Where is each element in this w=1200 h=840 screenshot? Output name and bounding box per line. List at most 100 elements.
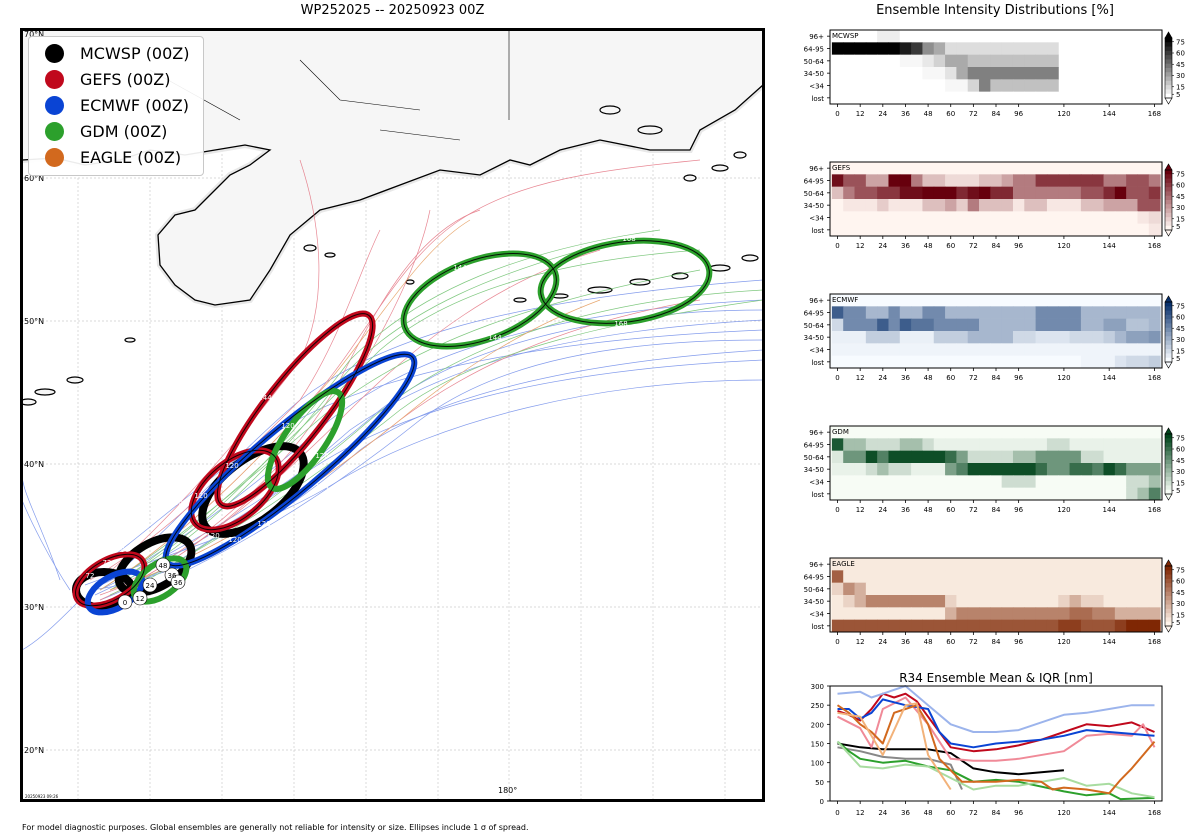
- heatmap-cell: [1126, 186, 1138, 200]
- heatmap-cell: [1046, 595, 1059, 608]
- row-label: <34: [809, 611, 824, 619]
- r34-series-line-3: [837, 696, 1156, 762]
- heatmap-cell: [1080, 162, 1093, 175]
- heatmap-cell: [956, 331, 969, 344]
- x-tick-label: 96: [1014, 242, 1023, 250]
- heatmap-cell: [1092, 318, 1105, 332]
- heatmap-cell: [865, 450, 878, 464]
- heatmap-cell: [911, 570, 923, 583]
- heatmap-cell: [967, 42, 980, 55]
- colorbar-segment: [1165, 59, 1172, 65]
- heatmap-cell: [1035, 487, 1048, 501]
- x-tick-label: 60: [946, 374, 955, 382]
- heatmap-cell: [899, 355, 912, 369]
- heatmap-cell: [911, 54, 923, 68]
- heatmap-cell: [1069, 619, 1082, 633]
- lat-label-60: 60°N: [24, 174, 44, 183]
- legend-label-eagle: EAGLE (00Z): [80, 147, 182, 167]
- heatmap-cell: [865, 174, 878, 187]
- heatmap-cell: [1137, 331, 1150, 344]
- heatmap-cell: [922, 607, 935, 620]
- heatmap-cell: [1001, 199, 1014, 212]
- heatmap-cell: [899, 91, 912, 105]
- heatmap-cell: [945, 211, 957, 224]
- heatmap-cell: [979, 211, 991, 224]
- heatmap-cell: [843, 343, 856, 356]
- heatmap-cell: [877, 54, 889, 68]
- heatmap-cell: [1012, 331, 1025, 344]
- colorbar-segment: [1165, 319, 1172, 324]
- r34-x-tick-label: 0: [835, 809, 839, 817]
- heatmap-cell: [865, 42, 878, 55]
- heatmap-cell: [1126, 570, 1138, 583]
- heatmap-cell: [933, 426, 946, 439]
- heatmap-cell: [922, 426, 935, 439]
- heatmap-cell: [1035, 582, 1048, 596]
- heatmap-cell: [933, 186, 946, 200]
- heatmap-cell: [990, 558, 1003, 571]
- heatmap-cell: [854, 582, 867, 596]
- heatmap-cell: [945, 186, 957, 200]
- heatmap-cell: [1058, 475, 1071, 488]
- colorbar-segment: [1165, 178, 1172, 184]
- heatmap-cell: [1069, 343, 1082, 356]
- x-tick-label: 168: [1148, 242, 1161, 250]
- heatmap-cell: [1137, 607, 1150, 620]
- x-tick-label: 12: [856, 374, 865, 382]
- heatmap-cell: [1126, 438, 1138, 451]
- colorbar-segment: [1165, 574, 1172, 580]
- heatmap-cell: [865, 426, 878, 439]
- heatmap-cell: [831, 199, 844, 212]
- heatmap-cell: [922, 595, 935, 608]
- colorbar-tick-label: 60: [1176, 50, 1185, 58]
- heatmap-cell: [1024, 426, 1037, 439]
- colorbar-segment: [1165, 344, 1172, 350]
- heatmap-cell: [854, 450, 867, 464]
- heatmap-cell: [1137, 355, 1150, 369]
- heatmap-cell: [888, 426, 901, 439]
- heatmap-cell: [1001, 355, 1014, 369]
- heatmap-cell: [967, 79, 980, 92]
- heatmap-cell: [967, 318, 980, 332]
- row-label: 96+: [809, 165, 824, 173]
- heatmap-cell: [865, 199, 878, 212]
- heatmap-cell: [831, 54, 844, 68]
- heatmap-cell: [979, 570, 991, 583]
- heatmap-cell: [854, 595, 867, 608]
- heatmap-cell: [1001, 306, 1014, 319]
- heatmap-cell: [945, 199, 957, 212]
- heatmap-cell: [979, 463, 991, 476]
- heatmap-cell: [1024, 54, 1037, 68]
- heatmap-cell: [843, 426, 856, 439]
- colorbar-segment: [1165, 336, 1172, 342]
- heatmap-cell: [1012, 558, 1025, 571]
- heatmap-cell: [1137, 162, 1150, 175]
- heatmap-cell: [1035, 186, 1048, 200]
- heatmap-cell: [843, 619, 856, 633]
- heatmap-cell: [899, 162, 912, 175]
- colorbar-segment: [1165, 446, 1172, 452]
- heatmap-cell: [854, 162, 867, 175]
- svg-text:120: 120: [169, 499, 182, 507]
- heatmap-cell: [854, 67, 867, 80]
- heatmap-cell: [990, 355, 1003, 369]
- heatmap-cell: [1046, 570, 1059, 583]
- heatmap-cell: [1012, 54, 1025, 68]
- heatmap-cell: [967, 54, 980, 68]
- heatmap-cell: [1126, 343, 1138, 356]
- heatmap-cell: [1080, 174, 1093, 187]
- heatmap-cell: [1069, 582, 1082, 596]
- heatmap-cell: [933, 450, 946, 464]
- heatmap-cell: [1035, 463, 1048, 476]
- heatmap-cell: [1092, 355, 1105, 369]
- heatmap-cell: [945, 318, 957, 332]
- heatmap-cell: [877, 162, 889, 175]
- heatmap-cell: [899, 475, 912, 488]
- x-tick-label: 84: [992, 374, 1001, 382]
- heatmap-cell: [1001, 426, 1014, 439]
- r34-x-tick-label: 120: [1057, 809, 1070, 817]
- heatmap-cell: [933, 306, 946, 319]
- heatmap-cell: [1114, 475, 1127, 488]
- heatmap-cell: [1058, 595, 1071, 608]
- x-tick-label: 24: [878, 506, 887, 514]
